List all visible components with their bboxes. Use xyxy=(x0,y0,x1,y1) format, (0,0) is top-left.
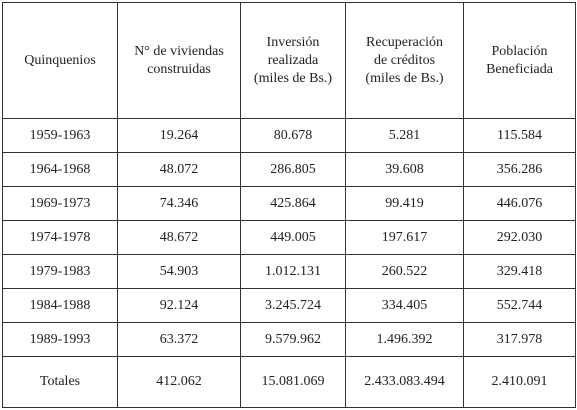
table-cell: 1.012.131 xyxy=(240,254,346,289)
table-row: 1989-1993 63.372 9.579.962 1.496.392 317.978 xyxy=(2,322,576,357)
table-cell: 317.978 xyxy=(463,322,576,357)
table-cell: 1979-1983 xyxy=(2,254,118,289)
table-cell: 1984-1988 xyxy=(2,288,118,323)
table-row: 1979-1983 54.903 1.012.131 260.522 329.418 xyxy=(2,254,576,289)
table-row: 1959-1963 19.264 80.678 5.281 115.584 xyxy=(2,118,576,153)
header-text: Población xyxy=(491,43,548,59)
table-row: 1984-1988 92.124 3.245.724 334.405 552.744 xyxy=(2,288,576,323)
table-cell: 1.496.392 xyxy=(345,322,464,357)
header-text: N° de viviendas xyxy=(134,43,224,59)
table-row: Totales 412.062 15.081.069 2.433.083.494 2.4… xyxy=(2,356,576,408)
table-cell: 334.405 xyxy=(345,288,464,323)
header-cell: Población Beneficiada xyxy=(463,2,576,119)
table-cell: 80.678 xyxy=(240,118,346,153)
table-cell: 48.672 xyxy=(117,220,241,255)
header-cell: N° de viviendas construidas xyxy=(117,2,241,119)
header-cell: Recuperación de créditos (miles de Bs.) xyxy=(345,2,464,119)
table-cell: 39.608 xyxy=(345,152,464,187)
table-cell: 260.522 xyxy=(345,254,464,289)
table-cell: 446.076 xyxy=(463,186,576,221)
table-cell: 74.346 xyxy=(117,186,241,221)
table-cell: 1964-1968 xyxy=(2,152,118,187)
header-cell: Quinquenios xyxy=(2,2,118,119)
table-cell: 9.579.962 xyxy=(240,322,346,357)
header-text: Beneficiada xyxy=(486,61,553,77)
table-cell: 2.433.083.494 xyxy=(345,356,464,408)
table-body: 1959-1963 19.264 80.678 5.281 115.584 1964-19… xyxy=(2,118,576,408)
table-cell: 115.584 xyxy=(463,118,576,153)
header-text: (miles de Bs.) xyxy=(253,70,333,86)
header-text: (miles de Bs.) xyxy=(365,70,444,86)
table-cell: 3.245.724 xyxy=(240,288,346,323)
table-row: 1964-1968 48.072 286.805 39.608 356.286 xyxy=(2,152,576,187)
table-cell: 552.744 xyxy=(463,288,576,323)
table-cell: 99.419 xyxy=(345,186,464,221)
table-cell: 15.081.069 xyxy=(240,356,346,408)
table-cell: 1959-1963 xyxy=(2,118,118,153)
table-cell: 2.410.091 xyxy=(463,356,576,408)
table-cell: Totales xyxy=(2,356,118,408)
table-cell: 54.903 xyxy=(117,254,241,289)
header-text: construidas xyxy=(147,61,211,77)
table-cell: 1989-1993 xyxy=(2,322,118,357)
header-text: Recuperación xyxy=(366,34,443,50)
header-cell: Inversión realizada (miles de Bs.) xyxy=(240,2,346,119)
table-cell: 197.617 xyxy=(345,220,464,255)
table-cell: 19.264 xyxy=(117,118,241,153)
table-cell: 412.062 xyxy=(117,356,241,408)
table-row: 1969-1973 74.346 425.864 99.419 446.076 xyxy=(2,186,576,221)
table-cell: 286.805 xyxy=(240,152,346,187)
table-cell: 63.372 xyxy=(117,322,241,357)
table-cell: 356.286 xyxy=(463,152,576,187)
header-text: de créditos xyxy=(373,52,436,68)
header-text: realizada xyxy=(267,52,319,68)
table-cell: 292.030 xyxy=(463,220,576,255)
table-cell: 425.864 xyxy=(240,186,346,221)
header-row: Quinquenios N° de viviendas construidas Inv… xyxy=(2,2,576,119)
table-cell: 449.005 xyxy=(240,220,346,255)
table-cell: 5.281 xyxy=(345,118,464,153)
table-row: 1974-1978 48.672 449.005 197.617 292.030 xyxy=(2,220,576,255)
header-text: Inversión xyxy=(266,34,320,50)
table-cell: 48.072 xyxy=(117,152,241,187)
header-text: Quinquenios xyxy=(24,52,96,68)
table-cell: 329.418 xyxy=(463,254,576,289)
table-cell: 1969-1973 xyxy=(2,186,118,221)
table-cell: 92.124 xyxy=(117,288,241,323)
table-cell: 1974-1978 xyxy=(2,220,118,255)
